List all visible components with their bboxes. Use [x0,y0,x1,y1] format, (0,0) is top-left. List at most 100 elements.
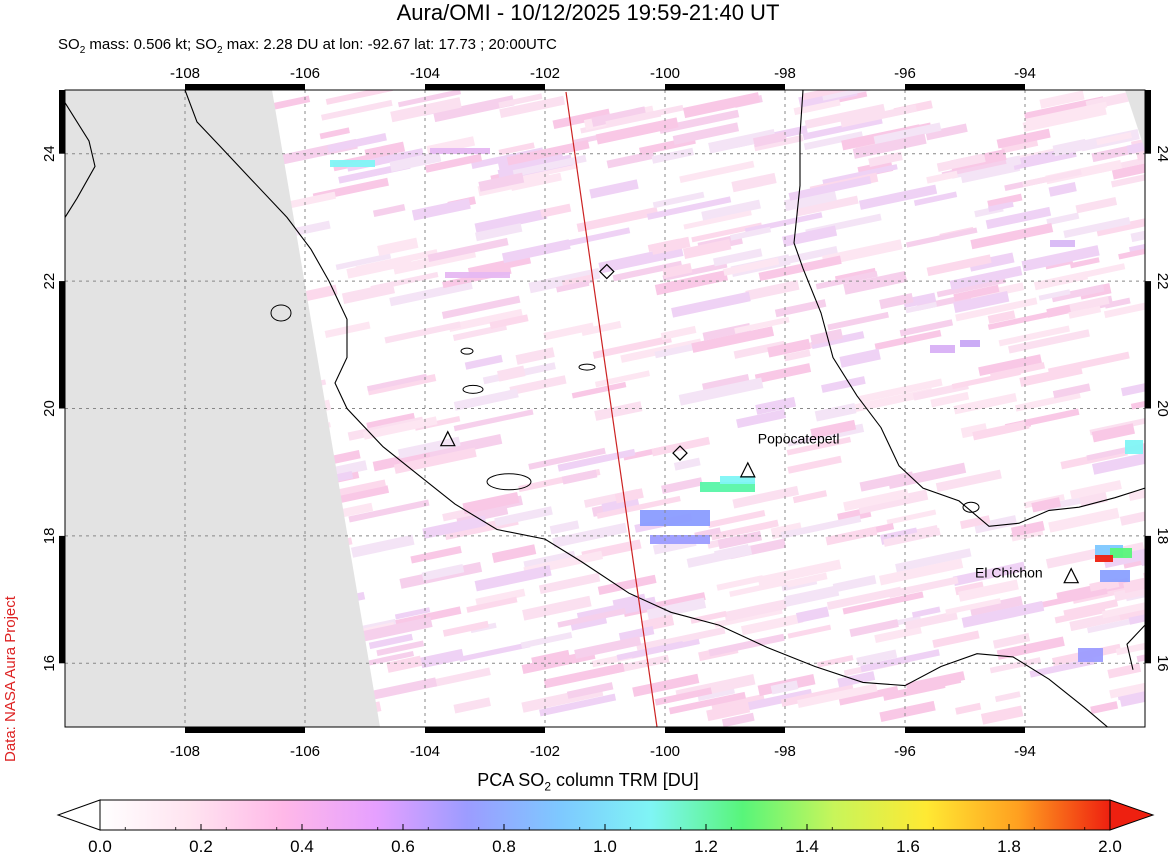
so2-pixel [1128,482,1145,501]
lat-tick-label-left: 22 [41,273,58,290]
so2-pixel [1135,144,1145,161]
so2-pixel [499,95,566,119]
so2-pixel [905,671,966,693]
so2-pixel [913,191,958,207]
so2-feature-pixel [930,345,955,353]
so2-pixel [708,633,785,657]
so2-pixel [491,544,537,563]
so2-pixel [701,199,761,221]
so2-feature-pixel [330,160,375,167]
so2-pixel [498,93,543,108]
volcano-triangle-marker [1063,567,1080,584]
so2-pixel [968,252,1015,272]
so2-pixel [814,402,857,422]
lake-outline [460,347,474,355]
so2-pixel [959,515,991,530]
so2-pixel [780,515,862,539]
subtitle-sub2: 2 [216,45,223,56]
so2-pixel [879,293,914,310]
so2-pixel [815,271,878,290]
so2-pixel [566,682,614,699]
lon-tick-label-top: -102 [530,65,560,82]
so2-pixel [394,607,431,620]
subtitle-sub: 2 [79,45,86,56]
so2-pixel [787,455,842,474]
so2-pixel [974,515,1018,534]
volcano-diamond-marker [598,263,615,280]
so2-pixel [990,362,1046,380]
so2-pixel [557,448,636,472]
orbit-track-line [565,91,658,727]
so2-pixel [397,436,461,459]
colorbar: 0.0 0.2 0.4 0.6 0.8 1.0 1.2 1.4 1.6 1.8 2.0 [56,799,1155,855]
so2-pixel [779,246,838,266]
so2-feature-pixel [640,510,710,526]
so2-pixel [858,489,929,515]
so2-pixel [647,238,680,253]
so2-pixel [960,423,988,439]
lon-tick-label-top: -94 [1014,65,1036,82]
so2-pixel [1119,505,1145,526]
so2-pixel [1029,657,1095,678]
so2-pixel [987,308,1065,330]
lat-tick-label-right: 16 [1154,655,1171,672]
so2-pixel [902,292,937,309]
so2-pixel [868,151,903,167]
so2-pixel [589,179,639,199]
lat-tick-label-right: 18 [1154,528,1171,545]
so2-pixel [389,151,442,172]
so2-pixel [618,626,655,642]
so2-pixel [366,412,415,429]
so2-pixel [368,633,413,650]
so2-pixel [682,238,732,260]
cb-title-prefix: PCA SO [477,770,545,790]
so2-pixel [936,277,1006,298]
so2-pixel [466,596,518,613]
so2-pixel [509,375,567,396]
lon-tick-label-top: -96 [894,65,916,82]
so2-pixel [462,491,520,515]
so2-pixel [821,239,903,266]
lat-tick-label-right: 22 [1154,273,1171,290]
so2-pixel [1101,599,1145,619]
so2-pixel [646,196,732,220]
no-data-region [65,90,1145,727]
so2-pixel [758,255,842,282]
so2-pixel [740,613,804,636]
so2-feature-pixel [960,340,980,347]
so2-pixel [980,705,1024,725]
so2-pixel [883,527,941,547]
so2-pixel [1052,138,1088,157]
so2-pixel [549,520,580,535]
so2-pixel [324,321,371,338]
so2-pixel [1047,351,1130,376]
so2-pixel [679,160,755,183]
so2-pixel [410,545,462,564]
no-data-west [65,90,380,727]
lon-tick-label-bottom: -98 [774,743,796,760]
so2-pixel [1118,238,1145,260]
so2-pixel [860,649,940,673]
so2-pixel [1081,263,1126,279]
so2-pixel [651,626,726,649]
so2-pixel [1008,329,1090,354]
bottom-scale-bar [665,727,785,733]
so2-pixel [366,373,428,392]
so2-pixel [606,150,655,169]
colorbar-tick-label: 1.4 [795,837,819,855]
so2-pixel [386,655,423,673]
so2-pixel [1046,212,1080,226]
so2-pixel [803,131,864,151]
volcano-triangle-marker [439,430,456,447]
colorbar-tick-label: 1.6 [896,837,920,855]
lon-tick-label-bottom: -108 [170,743,200,760]
so2-pixel [350,534,415,558]
so2-pixel [988,201,1014,212]
so2-pixel [817,654,854,668]
so2-pixel [348,499,430,523]
right-scale-bar [1145,281,1151,409]
so2-pixel [651,147,694,164]
axis-ticks: -108 -108 -106 -106 -104 -104 -102 -102 -100 -100… [41,65,1171,760]
so2-pixel [337,479,387,496]
so2-pixel [1115,639,1145,656]
